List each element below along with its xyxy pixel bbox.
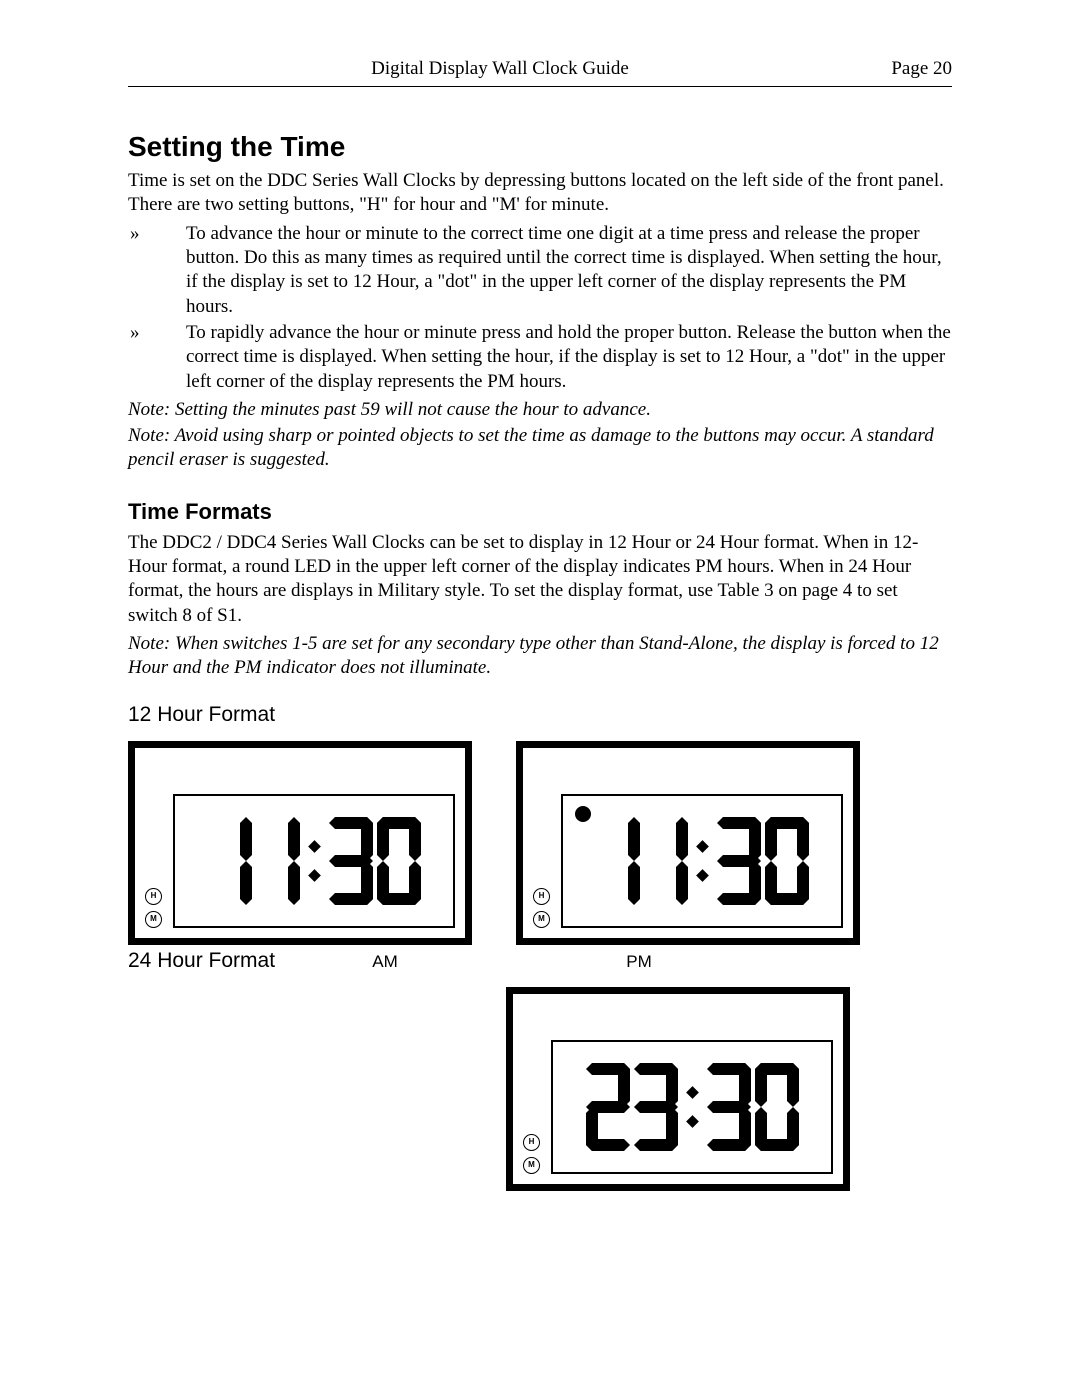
clocks-12hr-row: H M H M (128, 741, 952, 945)
formats-note: Note: When switches 1-5 are set for any … (128, 632, 952, 681)
header-title: Digital Display Wall Clock Guide (128, 58, 872, 80)
section-intro: Time is set on the DDC Series Wall Clock… (128, 169, 952, 218)
page-header: Digital Display Wall Clock Guide Page 20 (128, 58, 952, 87)
note-1: Note: Setting the minutes past 59 will n… (128, 398, 952, 422)
label-24hr: 24 Hour Format (128, 949, 308, 973)
list-item: » To advance the hour or minute to the c… (128, 222, 952, 319)
bullet-list: » To advance the hour or minute to the c… (128, 222, 952, 394)
clock-display (173, 794, 455, 928)
minute-button[interactable]: M (523, 1157, 540, 1174)
header-page: Page 20 (872, 58, 952, 80)
minute-button[interactable]: M (533, 911, 550, 928)
hour-button[interactable]: H (145, 888, 162, 905)
clock-am: H M (128, 741, 472, 945)
clock-24hr: H M (506, 987, 850, 1191)
clock-display (551, 1040, 833, 1174)
minute-button[interactable]: M (145, 911, 162, 928)
clock-display (561, 794, 843, 928)
formats-intro: The DDC2 / DDC4 Series Wall Clocks can b… (128, 531, 952, 628)
hour-button[interactable]: H (523, 1134, 540, 1151)
note-2: Note: Avoid using sharp or pointed objec… (128, 424, 952, 473)
label-12hr: 12 Hour Format (128, 703, 952, 727)
section-title: Setting the Time (128, 131, 952, 163)
list-item: » To rapidly advance the hour or minute … (128, 321, 952, 394)
hour-button[interactable]: H (533, 888, 550, 905)
pm-label: PM (626, 952, 652, 971)
clocks-24hr-row: H M (128, 987, 952, 1191)
am-label: AM (372, 952, 398, 971)
clock-pm: H M (516, 741, 860, 945)
formats-title: Time Formats (128, 499, 952, 525)
pm-indicator-icon (575, 806, 591, 822)
